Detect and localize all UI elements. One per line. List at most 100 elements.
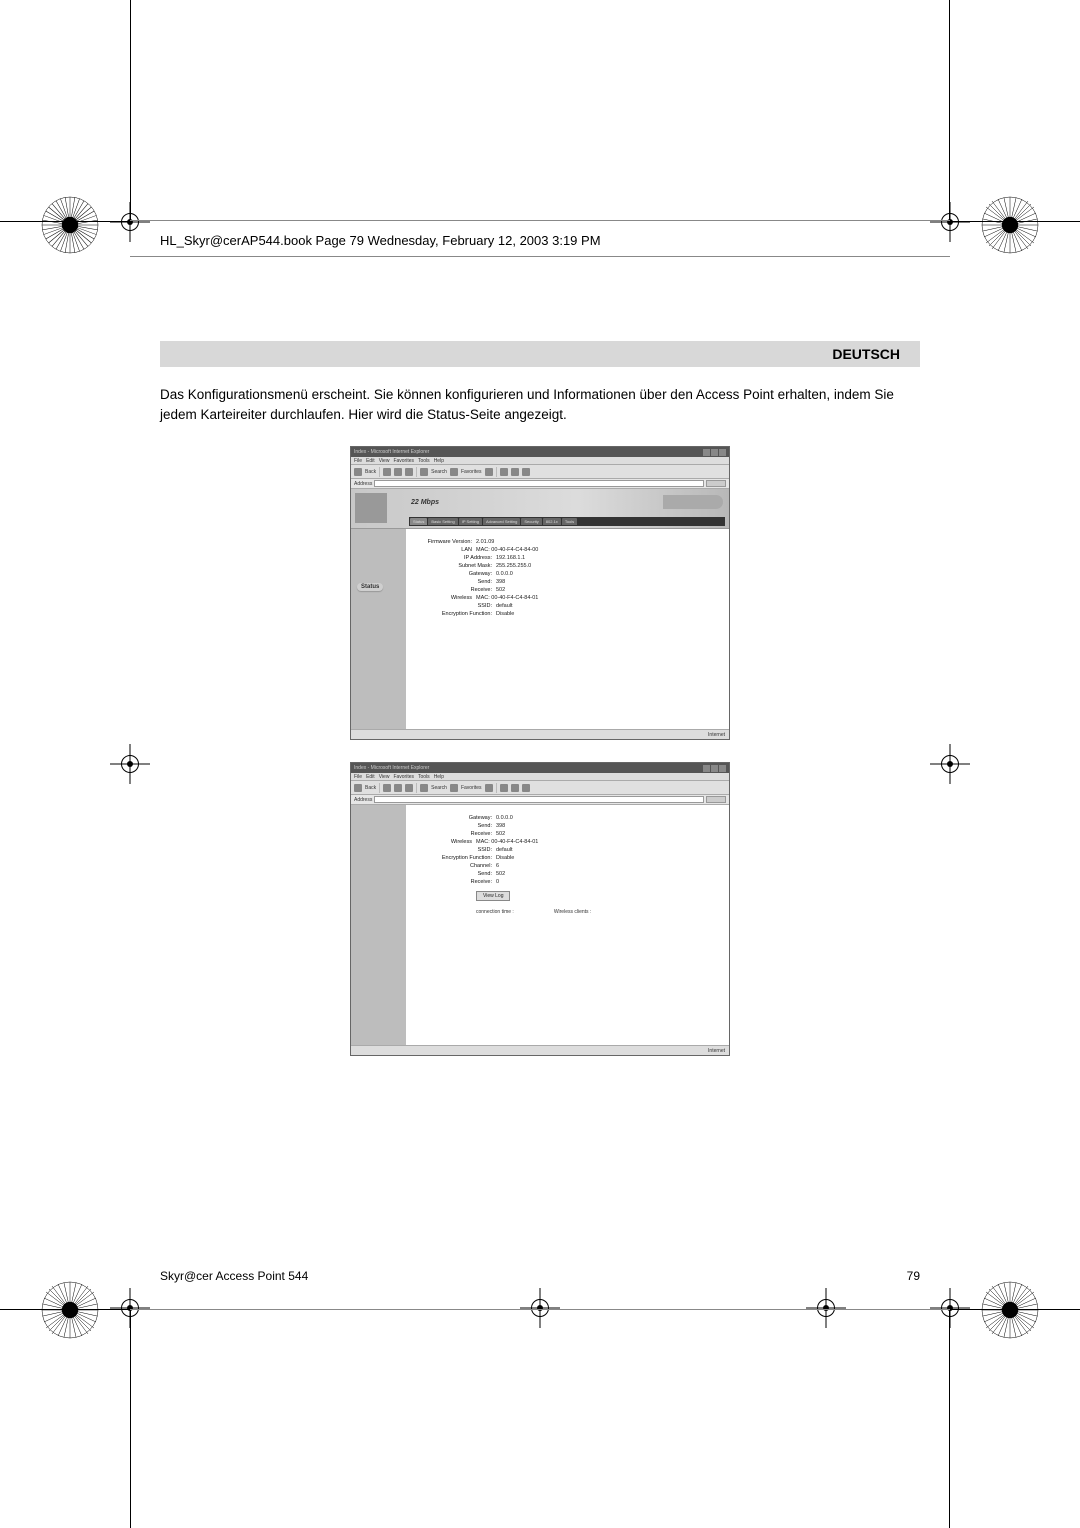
status-row: SSID:default — [434, 847, 719, 853]
window-controls-icon — [703, 765, 726, 772]
address-bar: Address — [351, 479, 729, 489]
bottom-links: connection time : Wireless clients : — [476, 909, 719, 915]
menu-item: Tools — [418, 458, 430, 464]
print-icon — [511, 784, 519, 792]
field-value: 0.0.0.0 — [496, 815, 719, 821]
footer-product: Skyr@cer Access Point 544 — [160, 1269, 308, 1283]
status-row: Subnet Mask:255.255.255.0 — [434, 563, 719, 569]
field-label: IP Address: — [434, 555, 496, 561]
search-icon — [420, 468, 428, 476]
field-value: MAC: 00-40-F4-C4-84-01 — [476, 595, 719, 601]
status-row: Encryption Function:Disable — [434, 611, 719, 617]
field-value: 192.168.1.1 — [496, 555, 719, 561]
address-bar: Address — [351, 795, 729, 805]
reg-mark-icon — [980, 195, 1040, 255]
window-titlebar: Index - Microsoft Internet Explorer — [351, 763, 729, 773]
nav-tab: Security — [521, 518, 541, 525]
toolbar-favorites: Favorites — [461, 785, 482, 791]
field-label: Send: — [434, 579, 496, 585]
status-row: Send:398 — [434, 823, 719, 829]
status-row: Receive:502 — [434, 831, 719, 837]
field-value: 502 — [496, 587, 719, 593]
link-wireless-clients: Wireless clients : — [554, 909, 592, 915]
reg-mark-icon — [40, 1280, 100, 1340]
body-paragraph: Das Konfigurationsmenü erscheint. Sie kö… — [160, 385, 920, 424]
field-value: Disable — [496, 611, 719, 617]
brand-logo: 22 Mbps — [411, 499, 439, 506]
field-label: Receive: — [434, 831, 496, 837]
refresh-icon — [394, 784, 402, 792]
go-button — [706, 480, 726, 487]
address-field — [374, 480, 704, 487]
address-label: Address — [354, 797, 372, 803]
status-row: LANMAC: 00-40-F4-C4-84-00 — [414, 547, 719, 553]
reg-mark-icon — [40, 195, 100, 255]
mail-icon — [500, 784, 508, 792]
refresh-icon — [394, 468, 402, 476]
field-value: default — [496, 847, 719, 853]
field-label: Firmware Version: — [414, 539, 476, 545]
field-value: 6 — [496, 863, 719, 869]
field-value: default — [496, 603, 719, 609]
toolbar-search: Search — [431, 469, 447, 475]
nav-tab: Advanced Setting — [483, 518, 520, 525]
status-right: Internet — [708, 732, 725, 738]
window-title: Index - Microsoft Internet Explorer — [354, 449, 429, 455]
menu-item: Favorites — [393, 458, 414, 464]
field-label: Gateway: — [434, 571, 496, 577]
nav-tab: 802.1x — [543, 518, 561, 525]
back-icon — [354, 784, 362, 792]
media-icon — [485, 784, 493, 792]
home-icon — [405, 784, 413, 792]
status-row: Receive:0 — [434, 879, 719, 885]
window-controls-icon — [703, 449, 726, 456]
menubar: FileEditViewFavoritesToolsHelp — [351, 457, 729, 465]
address-field — [374, 796, 704, 803]
sidebar-status-label: Status — [357, 583, 383, 591]
media-icon — [485, 468, 493, 476]
field-label: Receive: — [434, 587, 496, 593]
banner-swoosh — [663, 495, 723, 509]
menu-item: Edit — [366, 774, 375, 780]
footer-page-number: 79 — [907, 1269, 920, 1283]
screenshot-1: Index - Microsoft Internet Explorer File… — [350, 446, 730, 740]
menu-item: Help — [434, 774, 444, 780]
page-footer: Skyr@cer Access Point 544 79 — [160, 1269, 920, 1283]
status-row: Firmware Version:2.01.09 — [414, 539, 719, 545]
banner-photo — [355, 493, 387, 523]
nav-tabs: StatusBasic SettingIP SettingAdvanced Se… — [409, 517, 725, 526]
toolbar-back: Back — [365, 785, 376, 791]
menu-item: Favorites — [393, 774, 414, 780]
field-label: Encryption Function: — [434, 855, 496, 861]
field-value: 255.255.255.0 — [496, 563, 719, 569]
status-fields: Gateway:0.0.0.0 Send:398 Receive:502 Wirele… — [406, 805, 729, 1045]
toolbar-favorites: Favorites — [461, 469, 482, 475]
field-value: 0.0.0.0 — [496, 571, 719, 577]
status-row: Encryption Function:Disable — [434, 855, 719, 861]
field-label: SSID: — [434, 847, 496, 853]
status-row: WirelessMAC: 00-40-F4-C4-84-01 — [414, 595, 719, 601]
field-label: Wireless — [414, 595, 476, 601]
language-bar: DEUTSCH — [160, 341, 920, 367]
toolbar-search: Search — [431, 785, 447, 791]
field-label: Send: — [434, 823, 496, 829]
status-bar: Internet — [351, 1045, 729, 1055]
edit-icon — [522, 468, 530, 476]
nav-tab: Status — [410, 518, 427, 525]
menu-item: Edit — [366, 458, 375, 464]
banner: 22 Mbps StatusBasic SettingIP SettingAdv… — [351, 489, 729, 529]
link-connection-time: connection time : — [476, 909, 514, 915]
stop-icon — [383, 784, 391, 792]
nav-tab: IP Setting — [459, 518, 482, 525]
field-label: Channel: — [434, 863, 496, 869]
field-label: Subnet Mask: — [434, 563, 496, 569]
toolbar: Back Search Favorites — [351, 465, 729, 479]
field-value: 398 — [496, 579, 719, 585]
field-label: Gateway: — [434, 815, 496, 821]
search-icon — [420, 784, 428, 792]
favorites-icon — [450, 784, 458, 792]
toolbar-back: Back — [365, 469, 376, 475]
page-content: DEUTSCH Das Konfigurationsmenü erscheint… — [130, 261, 950, 1056]
screenshot-2: Index - Microsoft Internet Explorer File… — [350, 762, 730, 1056]
field-value: 0 — [496, 879, 719, 885]
